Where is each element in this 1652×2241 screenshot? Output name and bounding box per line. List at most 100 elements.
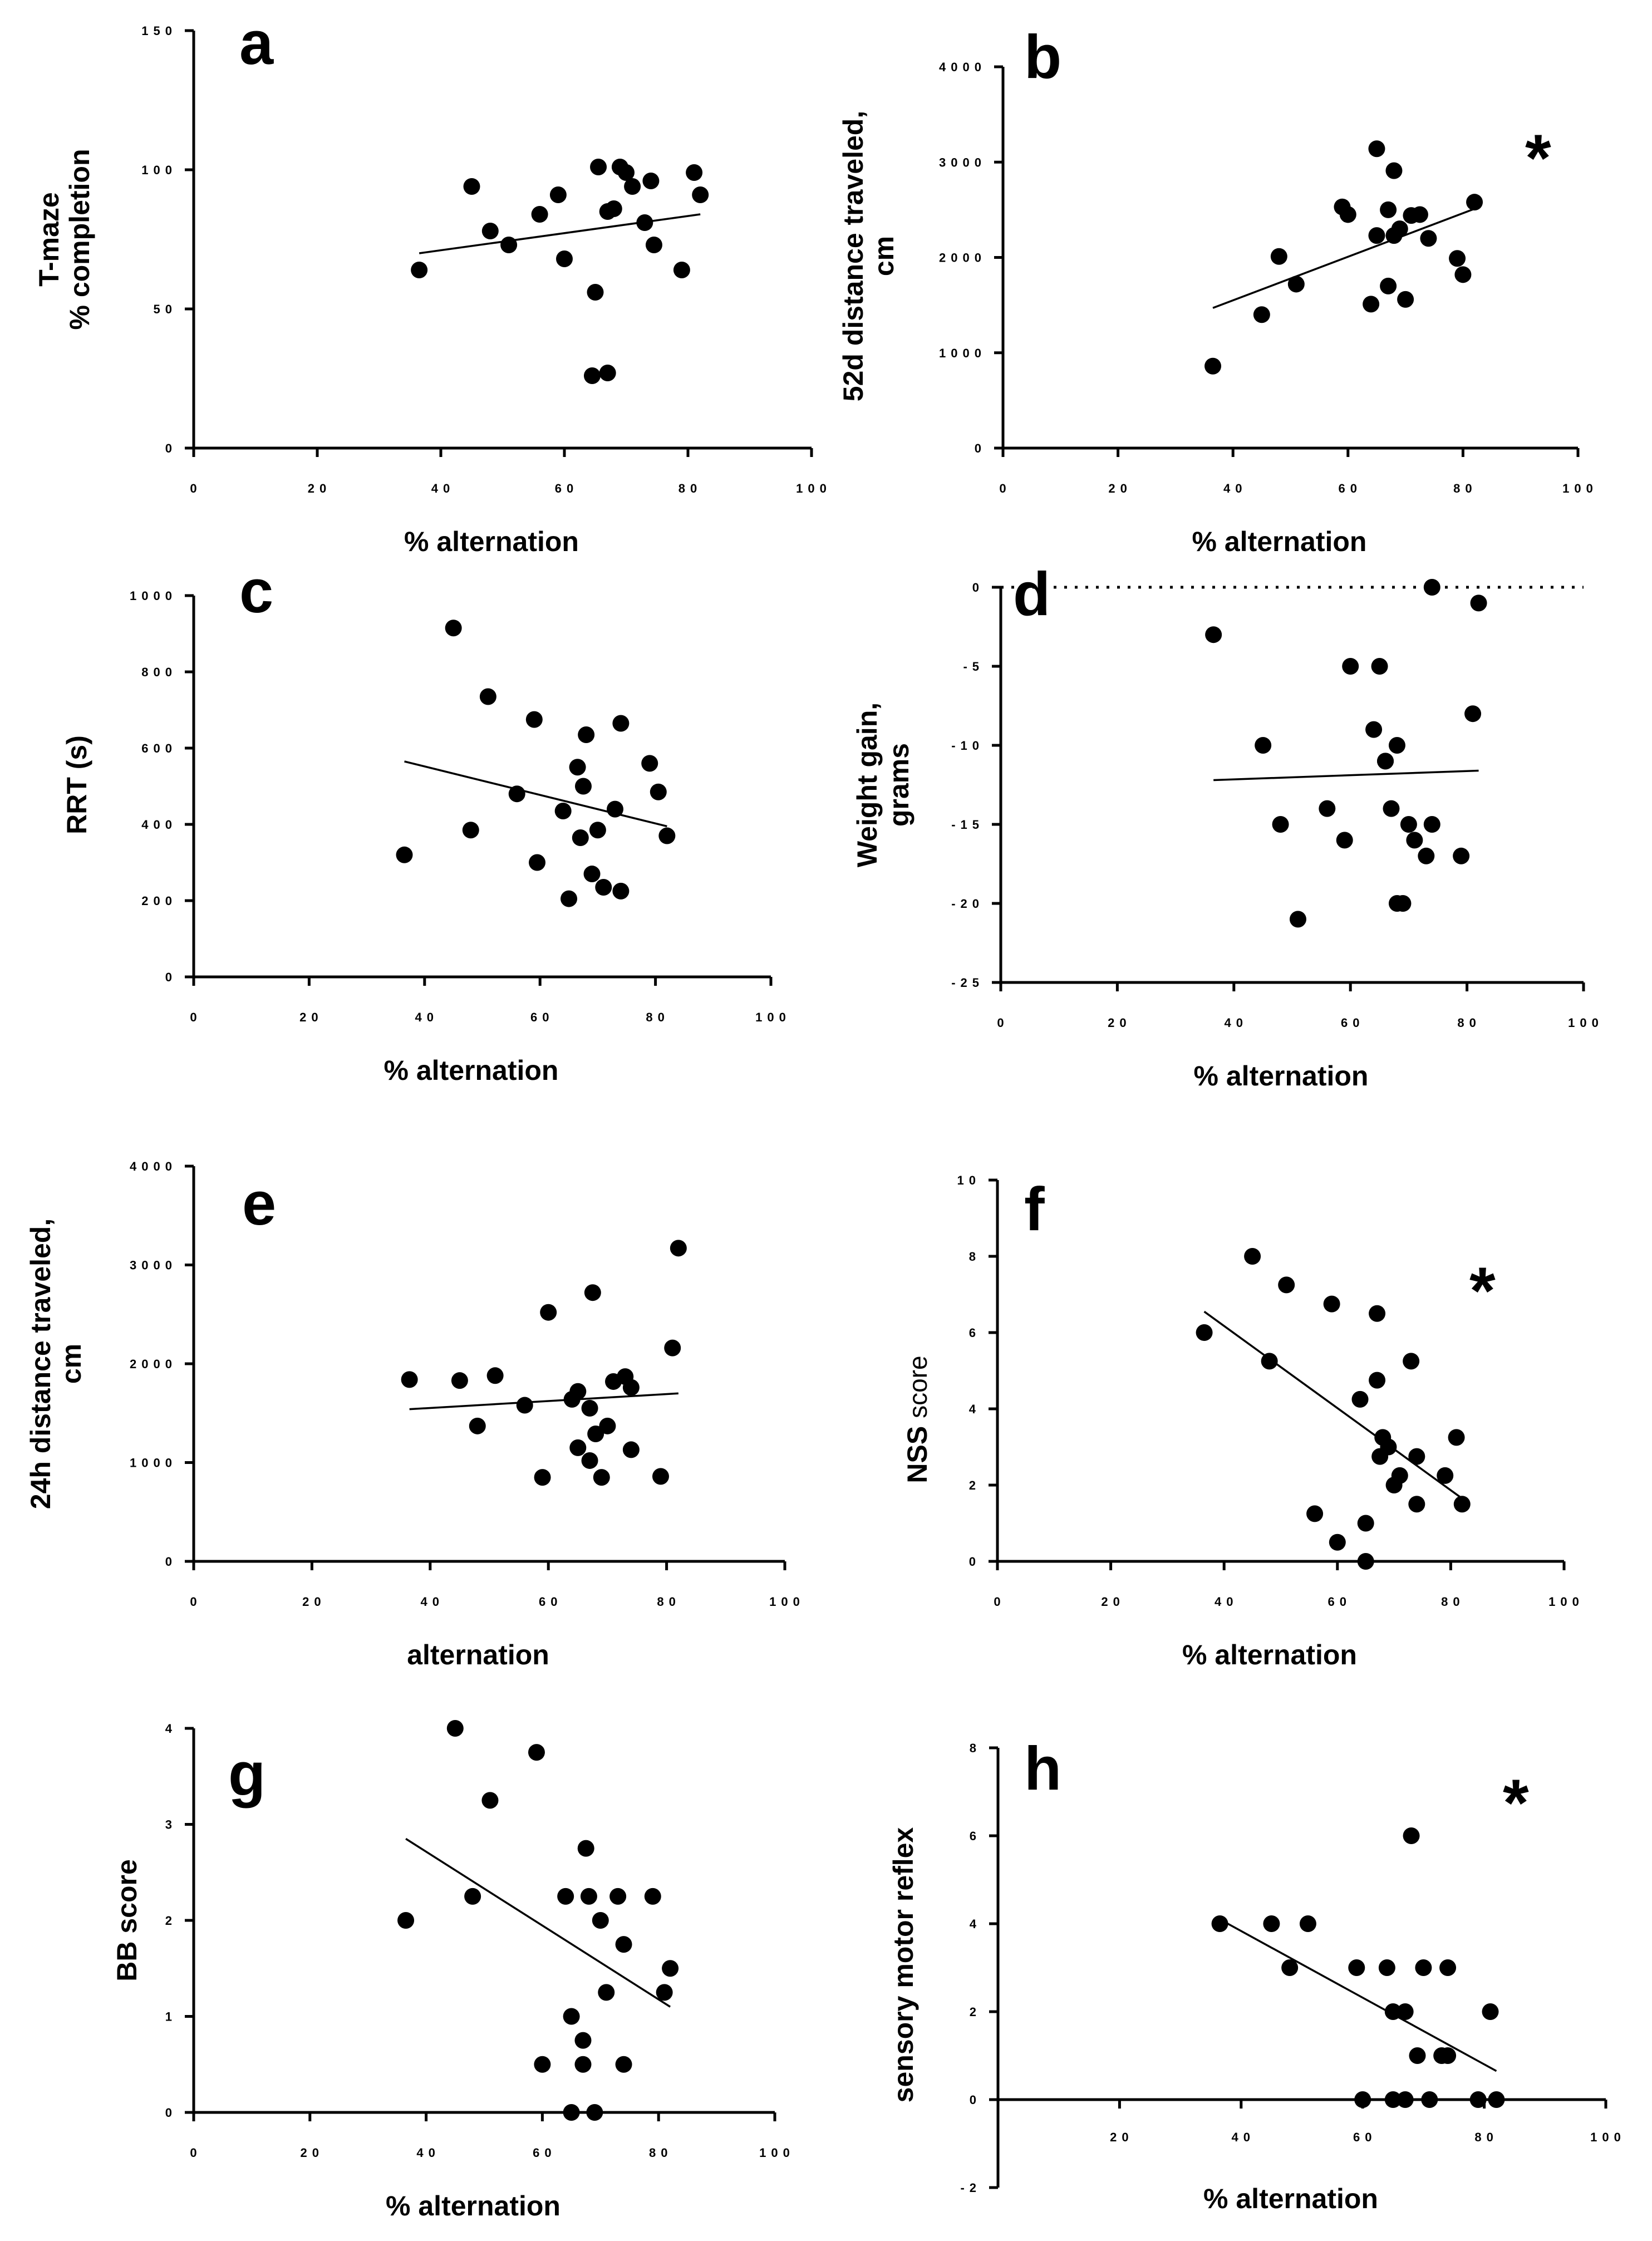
x-axis-title: % alternation xyxy=(404,526,579,557)
x-tick-label: 0 xyxy=(999,481,1011,495)
y-tick-label: -2 xyxy=(960,2181,981,2195)
data-point xyxy=(563,2008,580,2025)
x-tick-label: 0 xyxy=(190,1595,201,1609)
data-point xyxy=(1369,1372,1386,1389)
data-point xyxy=(1397,2003,1414,2020)
data-point xyxy=(598,1984,615,2001)
x-tick-label: 80 xyxy=(649,2146,672,2160)
y-axis-title: 52d distance traveled, xyxy=(838,111,869,401)
x-tick-label: 40 xyxy=(416,2146,440,2160)
data-point xyxy=(1391,1467,1408,1484)
x-tick-label: 20 xyxy=(302,1595,326,1609)
data-point xyxy=(1377,753,1394,770)
x-tick-label: 20 xyxy=(1108,1016,1131,1030)
data-point xyxy=(580,1888,597,1905)
panel-e: 0 1000 2000 3000 4000 0 20 40 60 80 100 e alternatio… xyxy=(25,1159,805,1670)
data-point xyxy=(586,2104,603,2121)
x-axis-title: % alternation xyxy=(386,2190,560,2222)
data-point xyxy=(1289,911,1306,928)
data-point xyxy=(529,854,546,871)
data-point xyxy=(1272,816,1289,833)
x-axis-title: % alternation xyxy=(384,1055,559,1086)
data-point xyxy=(534,2056,551,2073)
y-tick-label: 3000 xyxy=(130,1259,177,1272)
data-point xyxy=(411,262,428,278)
y-tick-label: 50 xyxy=(154,302,177,316)
data-point xyxy=(1464,705,1482,723)
x-tick-label: 40 xyxy=(415,1010,439,1024)
data-point xyxy=(1281,1959,1299,1976)
data-point xyxy=(1385,162,1403,179)
panel-letter: h xyxy=(1024,1734,1061,1803)
data-point xyxy=(673,262,690,278)
data-point xyxy=(618,164,635,181)
y-tick-label: 2 xyxy=(970,2005,981,2019)
data-point xyxy=(1339,206,1356,223)
x-tick-label: 100 xyxy=(1590,2130,1626,2144)
y-tick-label: -15 xyxy=(951,818,984,832)
data-point xyxy=(525,711,543,728)
data-point xyxy=(1368,140,1385,158)
data-point xyxy=(1437,1467,1454,1484)
y-tick-label: 0 xyxy=(975,441,986,455)
x-tick-label: 100 xyxy=(769,1595,805,1609)
data-point xyxy=(528,1744,545,1761)
data-point xyxy=(1482,2003,1499,2020)
data-point xyxy=(1391,220,1408,238)
data-point xyxy=(1244,1248,1261,1265)
y-tick-label: 8 xyxy=(969,1250,981,1264)
data-point xyxy=(590,159,607,175)
y-tick-label: -20 xyxy=(951,897,984,911)
y-tick-label: 800 xyxy=(141,665,177,679)
data-point xyxy=(664,1339,681,1357)
panel-d: 0 -5 -10 -15 -20 -25 0 20 40 60 80 100 d % alternatio… xyxy=(852,560,1599,1092)
x-tick-label: 80 xyxy=(657,1595,680,1609)
data-point xyxy=(686,164,703,181)
data-point xyxy=(652,1468,669,1485)
data-point xyxy=(1323,1295,1340,1313)
data-point xyxy=(534,1469,551,1486)
data-point xyxy=(554,803,572,820)
y-axis-title: BB score xyxy=(111,1859,142,1982)
y-tick-label: 2 xyxy=(969,1478,981,1492)
data-point xyxy=(1397,2091,1414,2108)
data-point xyxy=(1204,357,1222,375)
data-point xyxy=(569,1439,587,1456)
y-tick-label: 600 xyxy=(141,741,177,755)
data-point xyxy=(581,1399,598,1417)
data-point xyxy=(1380,201,1397,218)
data-point xyxy=(589,822,606,839)
data-point xyxy=(540,1304,557,1321)
data-point xyxy=(1488,2091,1505,2108)
data-point xyxy=(1363,296,1380,313)
data-point xyxy=(1466,194,1483,211)
x-tick-label: 40 xyxy=(1225,1016,1248,1030)
data-point xyxy=(557,1888,574,1905)
regression-line xyxy=(1213,769,1479,782)
x-tick-label: 0 xyxy=(190,2146,201,2160)
x-tick-label: 20 xyxy=(1108,481,1132,495)
y-axis-title-sub: score xyxy=(903,1355,932,1418)
y-tick-label: -25 xyxy=(951,976,984,990)
regression-line xyxy=(1212,208,1475,309)
data-point xyxy=(1423,816,1440,833)
data-point xyxy=(1409,2047,1426,2064)
data-point xyxy=(464,1888,481,1905)
data-point xyxy=(650,783,667,800)
data-point xyxy=(1421,2091,1438,2108)
data-point xyxy=(1299,1915,1316,1932)
data-point xyxy=(599,365,616,381)
significance-star: * xyxy=(1525,121,1551,195)
x-tick-label: 0 xyxy=(190,481,201,495)
y-axis-subtitle: % completion xyxy=(64,149,95,330)
y-tick-label: 0 xyxy=(972,581,984,594)
data-point xyxy=(670,1240,687,1257)
data-point xyxy=(486,1367,504,1384)
y-tick-label: 400 xyxy=(141,818,177,832)
data-point xyxy=(1454,266,1472,283)
data-point xyxy=(556,250,573,267)
data-point xyxy=(1354,2091,1371,2108)
data-point xyxy=(446,1720,464,1737)
data-point xyxy=(578,726,595,744)
